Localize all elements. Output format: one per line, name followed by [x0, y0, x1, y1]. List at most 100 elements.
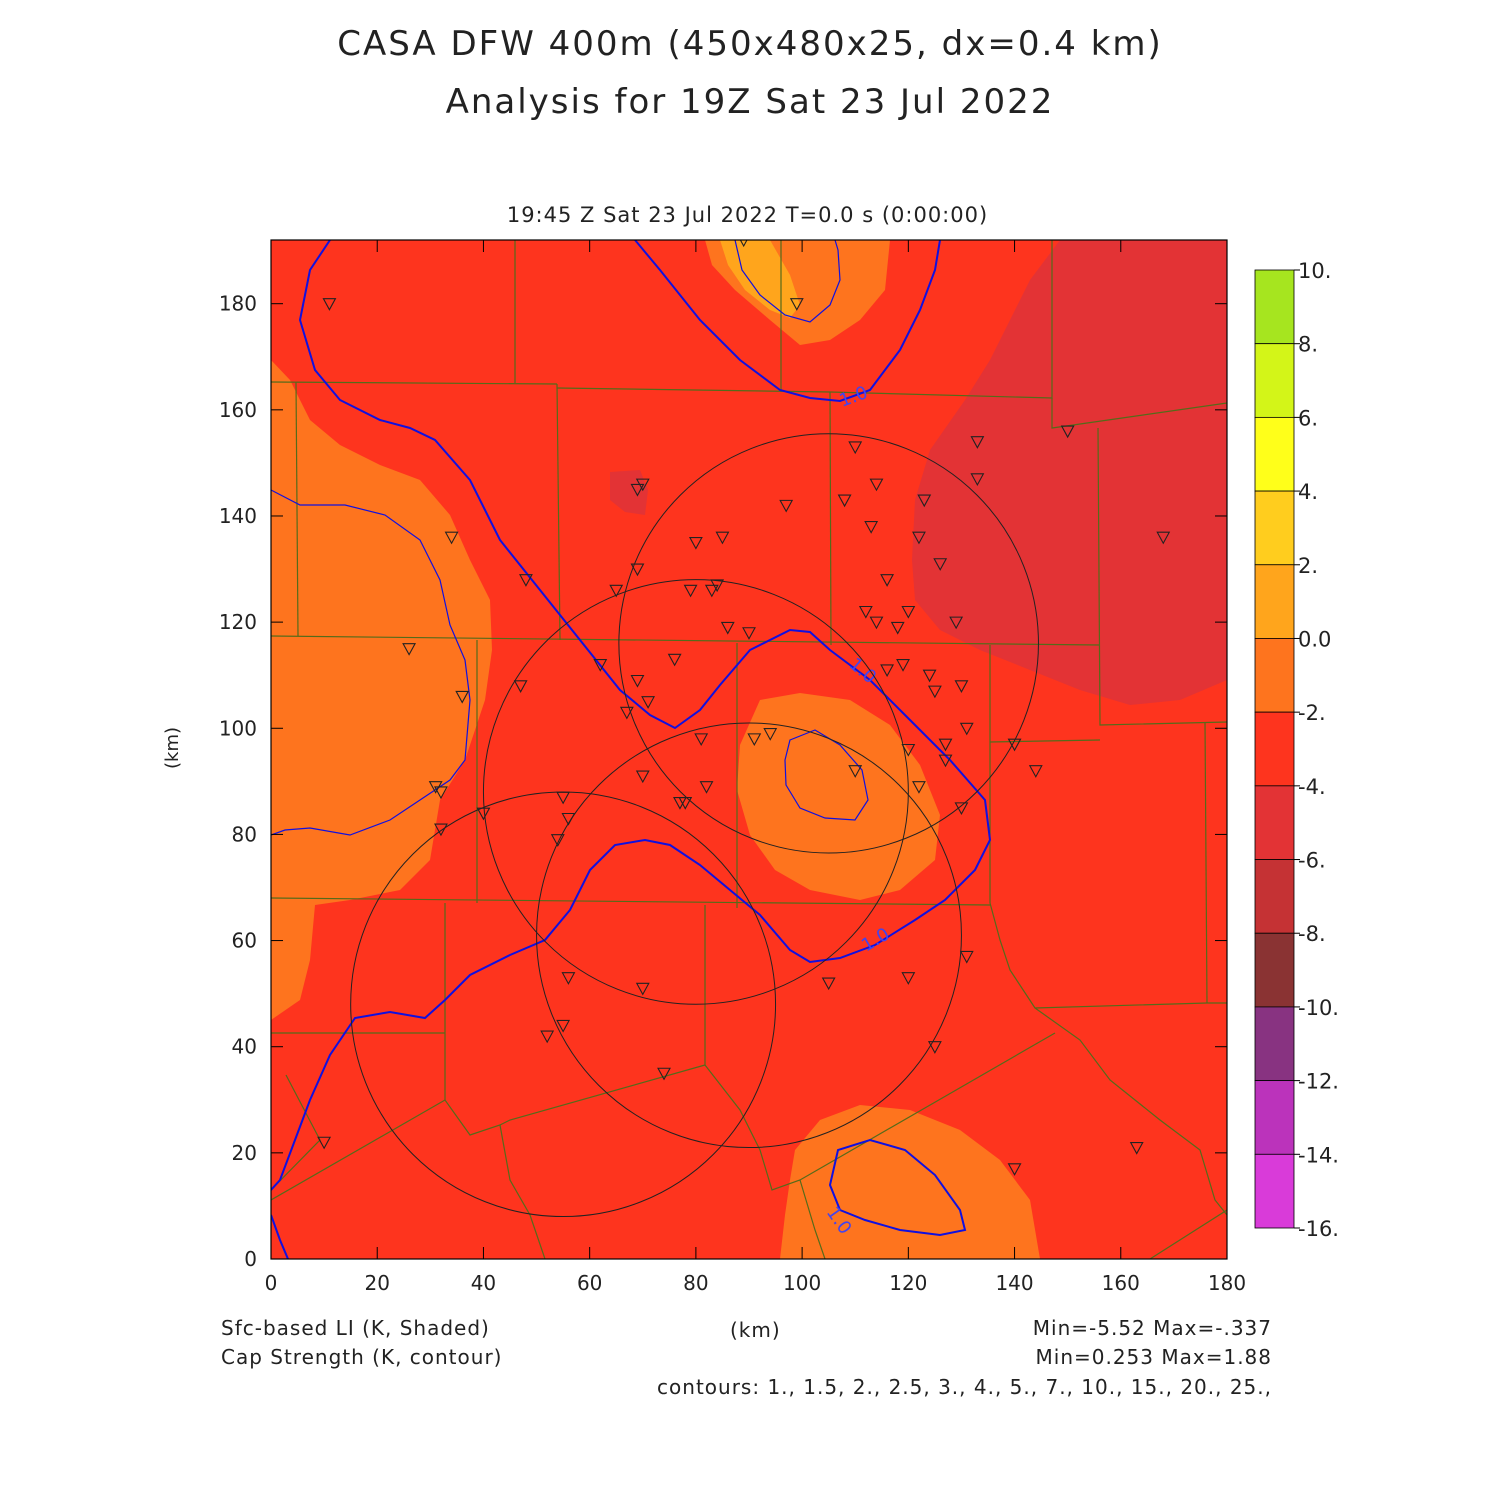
station-marker — [763, 728, 778, 741]
station-marker — [933, 558, 948, 571]
station-marker — [927, 685, 942, 699]
station-marker — [970, 473, 985, 486]
plot-frame — [270, 239, 1228, 1260]
colorbar-label: -6. — [1298, 849, 1326, 873]
county-line — [1097, 427, 1227, 726]
colorbar-swatch — [1254, 416, 1295, 492]
range-ring — [536, 722, 962, 1149]
colorbar-label: -8. — [1298, 922, 1326, 946]
county-line — [271, 897, 991, 906]
x-tick-label: 160 — [1102, 1271, 1140, 1295]
county-line — [295, 381, 299, 637]
station-marker — [880, 574, 895, 587]
station-marker — [593, 659, 608, 672]
station-marker — [720, 621, 735, 635]
station-marker — [779, 499, 794, 513]
contour-thin-north — [734, 240, 841, 323]
station-marker — [641, 696, 656, 709]
station-marker — [1129, 1142, 1144, 1155]
station-marker — [927, 1041, 942, 1054]
station-marker — [657, 1067, 671, 1081]
station-marker — [954, 680, 969, 693]
station-marker — [938, 754, 953, 768]
li-region-minus4-minus6 — [912, 240, 1227, 705]
station-marker — [1156, 531, 1171, 545]
county-line — [271, 381, 558, 385]
station-marker — [917, 494, 932, 508]
station-marker — [556, 1019, 571, 1033]
colorbar-label: 2. — [1298, 554, 1318, 578]
station-marker — [896, 659, 910, 672]
station-marker — [561, 972, 576, 985]
station-marker — [434, 823, 448, 837]
y-tick-label: 120 — [219, 610, 257, 634]
contour-field-label: Cap Strength (K, contour) — [221, 1345, 503, 1369]
station-marker — [858, 605, 873, 619]
station-marker — [922, 669, 937, 683]
station-marker — [683, 584, 698, 598]
station-marker — [434, 786, 448, 800]
contour-1-corner — [271, 1214, 289, 1259]
station-marker — [880, 664, 895, 678]
x-axis: 0 20 40 60 80 100 120 140 160 180 — [265, 240, 1246, 1295]
chart-title: CASA DFW 400m (450x480x25, dx=0.4 km) — [337, 24, 1163, 64]
station-marker — [561, 812, 576, 826]
station-marker — [688, 536, 703, 550]
shaded-min-max: Min=-5.52 Max=-.337 — [1032, 1316, 1272, 1340]
station-marker — [938, 738, 953, 752]
station-marker — [959, 950, 974, 964]
station-marker — [848, 765, 863, 778]
station-marker — [901, 605, 916, 619]
colorbar-swatch — [1254, 932, 1295, 1008]
station-marker — [848, 441, 863, 455]
range-ring — [482, 579, 909, 1005]
colorbar: 10. 8. 6. 4. 2. 0.0 -2. -4. -6. -8. -10. -12. -14. -1… — [1254, 259, 1339, 1241]
chart-subtitle: Analysis for 19Z Sat 23 Jul 2022 — [445, 82, 1055, 122]
station-marker — [322, 298, 337, 311]
county-line — [1034, 1007, 1227, 1216]
colorbar-label: -2. — [1298, 701, 1326, 725]
range-ring — [618, 433, 1039, 854]
contour-1 — [271, 240, 992, 1191]
station-marker — [556, 791, 571, 805]
colorbar-swatch — [1254, 711, 1295, 787]
station-marker — [1028, 765, 1043, 778]
station-marker — [699, 781, 714, 794]
colorbar-swatch — [1254, 785, 1295, 860]
x-tick-label: 40 — [471, 1271, 496, 1295]
county-line — [989, 902, 1227, 1009]
y-tick-label: 20 — [232, 1141, 257, 1165]
station-marker — [869, 616, 884, 630]
station-marker — [635, 770, 650, 784]
x-tick-label: 140 — [995, 1271, 1033, 1295]
station-marker — [715, 531, 730, 545]
station-marker — [837, 494, 852, 508]
station-marker — [455, 690, 470, 704]
county-line — [271, 635, 1101, 646]
y-tick-label: 60 — [232, 929, 257, 953]
station-marker — [476, 807, 491, 821]
station-marker — [667, 653, 682, 667]
y-tick-label: 100 — [219, 716, 257, 740]
county-line — [704, 1032, 1056, 1191]
x-axis-label: (km) — [730, 1318, 781, 1342]
station-marker — [444, 531, 459, 545]
county-line — [799, 1179, 826, 1259]
station-marker — [630, 674, 645, 688]
colorbar-label: 6. — [1298, 406, 1318, 430]
y-tick-label: 180 — [219, 292, 257, 316]
station-marker — [954, 802, 969, 816]
station-marker — [912, 781, 926, 794]
li-region-minus2-0-west — [271, 360, 492, 1020]
y-tick-label: 80 — [232, 822, 257, 846]
county-boundaries — [271, 240, 1227, 1259]
station-marker — [513, 680, 528, 693]
li-region-minus2-0-south — [780, 1105, 1040, 1259]
colorbar-swatch — [1254, 269, 1295, 345]
y-tick-label: 160 — [219, 398, 257, 422]
x-tick-label: 120 — [889, 1271, 927, 1295]
county-line — [271, 1064, 706, 1201]
colorbar-label: -16. — [1298, 1217, 1339, 1241]
station-marker — [1060, 425, 1075, 439]
x-tick-label: 20 — [364, 1271, 389, 1295]
